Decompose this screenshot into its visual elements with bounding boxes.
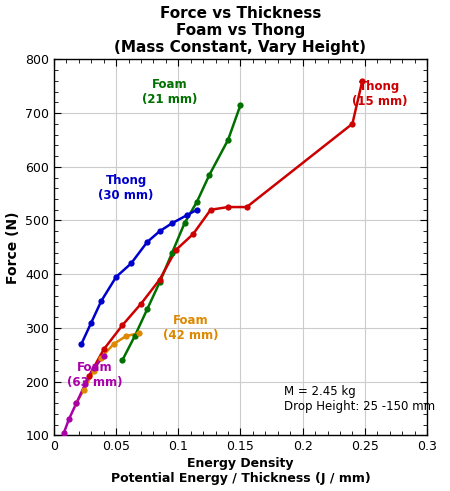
Text: Foam
(42 mm): Foam (42 mm) <box>163 314 219 342</box>
Title: Force vs Thickness
Foam vs Thong
(Mass Constant, Vary Height): Force vs Thickness Foam vs Thong (Mass C… <box>114 5 366 55</box>
Text: Thong
(30 mm): Thong (30 mm) <box>99 174 154 202</box>
Text: Foam
(63 mm): Foam (63 mm) <box>67 361 123 389</box>
Text: M = 2.45 kg
Drop Height: 25 -150 mm: M = 2.45 kg Drop Height: 25 -150 mm <box>284 385 435 413</box>
Y-axis label: Force (N): Force (N) <box>5 211 19 284</box>
Text: Foam
(21 mm): Foam (21 mm) <box>142 78 197 106</box>
X-axis label: Energy Density
Potential Energy / Thickness (J / mm): Energy Density Potential Energy / Thickn… <box>111 458 370 486</box>
Text: Thong
(15 mm): Thong (15 mm) <box>352 80 408 108</box>
